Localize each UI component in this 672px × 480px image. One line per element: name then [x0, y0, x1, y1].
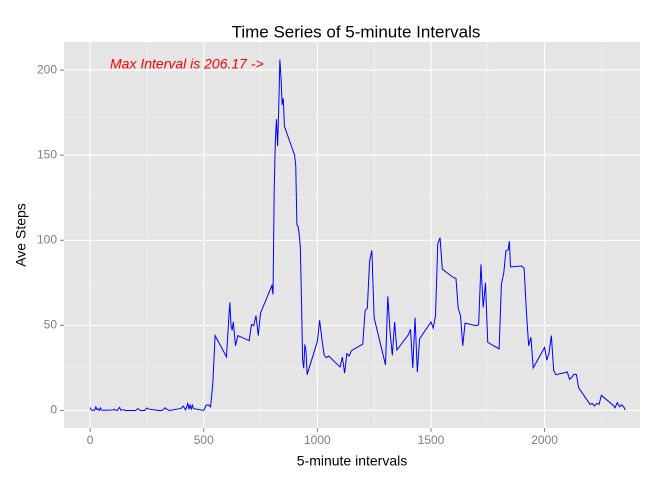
x-tick-label: 500	[194, 433, 214, 447]
y-axis-title: Ave Steps	[13, 203, 29, 267]
y-tick-label: 50	[44, 318, 58, 332]
marks	[89, 59, 626, 412]
y-tick-label: 100	[37, 232, 57, 246]
x-axis-title: 5-minute intervals	[297, 453, 408, 469]
y-tick-label: 200	[37, 62, 57, 76]
x-tick-label: 1500	[418, 433, 445, 447]
x-tick-label: 0	[87, 433, 94, 447]
grid	[64, 42, 640, 428]
chart-title: Time Series of 5-minute Intervals	[232, 22, 481, 41]
annotation: Max Interval is 206.17 ->	[110, 56, 264, 72]
x-tick-label: 1000	[304, 433, 331, 447]
plot-panel	[64, 42, 640, 428]
data-line	[89, 59, 626, 412]
y-tick-label: 150	[37, 147, 57, 161]
y-tick-label: 0	[50, 403, 57, 417]
x-tick-label: 2000	[531, 433, 558, 447]
